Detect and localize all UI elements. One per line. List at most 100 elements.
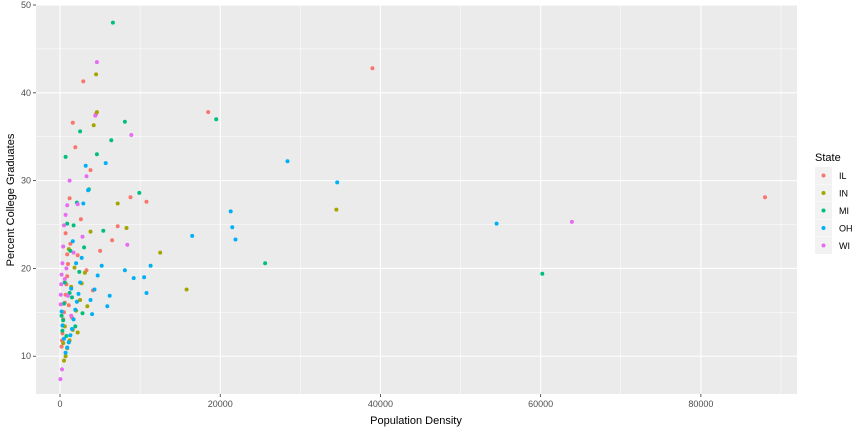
x-tick-label: 80000 <box>688 399 713 409</box>
data-point-mi <box>77 269 82 274</box>
data-point-wi <box>64 266 69 271</box>
legend-key-in <box>821 191 826 195</box>
data-point-il <box>65 274 70 279</box>
data-point-oh <box>228 209 233 214</box>
data-point-wi <box>62 277 67 281</box>
data-point-wi <box>59 272 64 277</box>
data-point-oh <box>66 340 71 345</box>
data-point-wi <box>59 282 64 287</box>
x-axis-ticks: 0 20000 40000 60000 80000 <box>58 394 713 409</box>
data-point-oh <box>60 323 65 328</box>
legend-title: State <box>815 152 841 164</box>
data-point-oh <box>74 299 79 304</box>
data-point-in <box>94 72 99 77</box>
data-point-oh <box>70 327 74 331</box>
x-tick-label: 60000 <box>528 399 553 409</box>
data-point-mi <box>73 324 78 329</box>
data-point-in <box>63 354 68 359</box>
data-point-oh <box>131 276 136 281</box>
data-point-mi <box>109 138 114 143</box>
data-point-wi <box>63 212 68 217</box>
data-point-wi <box>67 178 72 183</box>
data-point-wi <box>84 174 89 179</box>
data-point-mi <box>60 328 65 333</box>
data-point-il <box>110 238 115 243</box>
y-axis-title: Percent College Graduates <box>5 133 17 266</box>
y-axis-ticks: 10 20 30 40 50 <box>21 0 36 361</box>
data-point-wi <box>75 202 80 207</box>
data-point-il <box>370 66 375 71</box>
data-point-wi <box>66 293 70 298</box>
data-point-mi <box>94 152 99 157</box>
data-point-mi <box>82 245 87 250</box>
data-point-in <box>334 207 339 212</box>
data-point-wi <box>125 242 130 247</box>
data-point-oh <box>105 304 110 309</box>
data-point-oh <box>142 275 147 280</box>
x-axis-title: Population Density <box>370 415 462 427</box>
data-point-oh <box>65 345 70 350</box>
data-point-oh <box>103 161 108 166</box>
data-point-il <box>65 252 70 257</box>
data-point-oh <box>285 159 290 164</box>
data-point-il <box>81 79 86 84</box>
data-point-il <box>78 217 83 222</box>
data-point-oh <box>74 261 79 266</box>
y-tick-label: 30 <box>21 176 31 186</box>
data-point-oh <box>83 163 88 168</box>
data-point-mi <box>62 301 66 306</box>
data-point-oh <box>78 280 83 285</box>
data-point-mi <box>80 311 85 316</box>
legend-key-il <box>821 173 826 178</box>
data-point-wi <box>60 261 65 266</box>
x-tick-label: 20000 <box>208 399 233 409</box>
data-point-oh <box>122 268 127 273</box>
data-point-in <box>78 298 83 302</box>
data-point-oh <box>68 333 73 338</box>
data-point-mi <box>214 117 219 122</box>
legend-label: IL <box>839 171 847 181</box>
data-point-mi <box>78 129 83 134</box>
data-point-in <box>82 270 87 275</box>
data-point-in <box>62 358 66 363</box>
data-point-mi <box>64 334 69 338</box>
data-point-mi <box>68 248 73 253</box>
legend-label: WI <box>839 241 850 251</box>
data-point-il <box>88 168 93 173</box>
data-point-mi <box>59 313 64 318</box>
data-point-mi <box>540 271 545 276</box>
data-point-oh <box>144 291 149 295</box>
y-tick-label: 20 <box>21 263 31 273</box>
data-point-il <box>67 196 72 201</box>
legend: State IL IN MI OH WI <box>815 152 853 254</box>
data-point-in <box>115 201 120 206</box>
x-tick-label: 0 <box>58 399 63 409</box>
data-point-il <box>66 262 70 266</box>
data-point-oh <box>79 255 84 260</box>
data-point-oh <box>81 201 86 206</box>
data-point-il <box>70 120 75 125</box>
data-point-mi <box>61 318 66 323</box>
data-point-oh <box>107 293 112 298</box>
data-point-in <box>88 229 93 234</box>
data-point-mi <box>65 221 70 226</box>
data-point-mi <box>101 228 106 233</box>
data-point-il <box>98 248 103 253</box>
data-point-wi <box>61 244 66 249</box>
data-point-mi <box>122 119 127 124</box>
data-point-in <box>184 287 189 292</box>
data-point-oh <box>70 239 75 244</box>
data-point-oh <box>95 273 100 278</box>
data-point-il <box>73 145 78 150</box>
data-point-wi <box>60 367 64 372</box>
data-point-oh <box>71 317 76 322</box>
legend-key-mi <box>821 208 826 213</box>
data-point-in <box>94 110 99 115</box>
data-point-mi <box>70 295 74 300</box>
data-point-oh <box>99 263 104 268</box>
data-point-il <box>763 195 767 200</box>
legend-label: MI <box>839 206 849 216</box>
data-point-oh <box>59 309 64 314</box>
data-point-in <box>75 330 80 335</box>
